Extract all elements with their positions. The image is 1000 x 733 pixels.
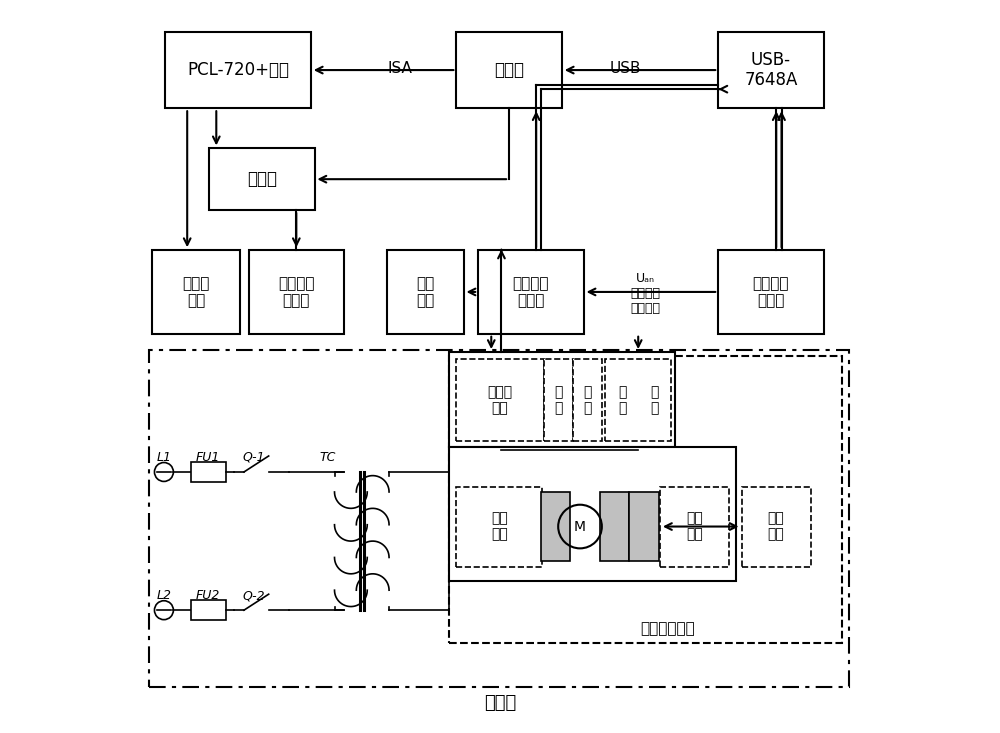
Bar — [573, 359, 602, 441]
Bar — [449, 446, 736, 581]
Text: 固态继
电器: 固态继 电器 — [182, 276, 210, 308]
Text: 分合闸开
关电路: 分合闸开 关电路 — [278, 276, 315, 308]
Text: 操作
机构: 操作 机构 — [686, 512, 703, 542]
Bar — [387, 250, 464, 334]
Bar — [149, 350, 849, 687]
Bar — [456, 487, 542, 567]
Bar — [191, 600, 226, 620]
Text: USB-
7648A: USB- 7648A — [744, 51, 798, 89]
Bar — [544, 359, 573, 441]
Bar — [456, 359, 544, 441]
Text: PCL-720+板卡: PCL-720+板卡 — [187, 61, 289, 79]
Text: 万能式断路器: 万能式断路器 — [640, 621, 695, 636]
Text: L1: L1 — [156, 451, 171, 464]
Text: 电
操: 电 操 — [583, 385, 591, 415]
Text: 附件
线圈: 附件 线圈 — [491, 512, 508, 542]
Bar — [249, 250, 344, 334]
Text: L2: L2 — [156, 589, 171, 602]
Text: 分
闸: 分 闸 — [650, 385, 658, 415]
Bar — [718, 32, 824, 108]
Bar — [191, 462, 226, 482]
Bar — [718, 250, 824, 334]
Bar — [742, 487, 811, 567]
Text: 霍尔电流
传感器: 霍尔电流 传感器 — [753, 276, 789, 308]
Bar — [600, 492, 629, 561]
Text: 合
闸: 合 闸 — [618, 385, 626, 415]
Text: USB: USB — [610, 61, 642, 75]
Text: 工控机: 工控机 — [494, 61, 524, 79]
Text: 单片机: 单片机 — [247, 170, 277, 188]
Bar — [541, 492, 570, 561]
Text: Q-2: Q-2 — [243, 589, 265, 602]
Text: FU1: FU1 — [196, 451, 220, 464]
Text: 欠
压: 欠 压 — [554, 385, 562, 415]
Bar — [209, 148, 315, 210]
Bar — [629, 492, 659, 561]
Text: FU2: FU2 — [196, 589, 220, 602]
Text: 控制台: 控制台 — [484, 693, 516, 712]
Bar — [660, 487, 729, 567]
Text: 霍尔电压
传感器: 霍尔电压 传感器 — [513, 276, 549, 308]
Text: 继电器
触点: 继电器 触点 — [487, 385, 513, 415]
Text: M: M — [574, 520, 586, 534]
Text: ISA: ISA — [387, 61, 412, 75]
Bar — [478, 250, 584, 334]
Text: 锁相
模块: 锁相 模块 — [416, 276, 435, 308]
Bar — [165, 32, 311, 108]
Bar — [605, 359, 671, 441]
Text: Q-1: Q-1 — [243, 451, 265, 464]
Bar — [152, 250, 240, 334]
Bar — [449, 356, 842, 643]
Bar — [449, 352, 675, 446]
Text: Uₐₙ
操作附件
回路电压: Uₐₙ 操作附件 回路电压 — [630, 272, 660, 315]
Text: TC: TC — [319, 451, 336, 464]
Text: 触头
系统: 触头 系统 — [768, 512, 784, 542]
Bar — [456, 32, 562, 108]
